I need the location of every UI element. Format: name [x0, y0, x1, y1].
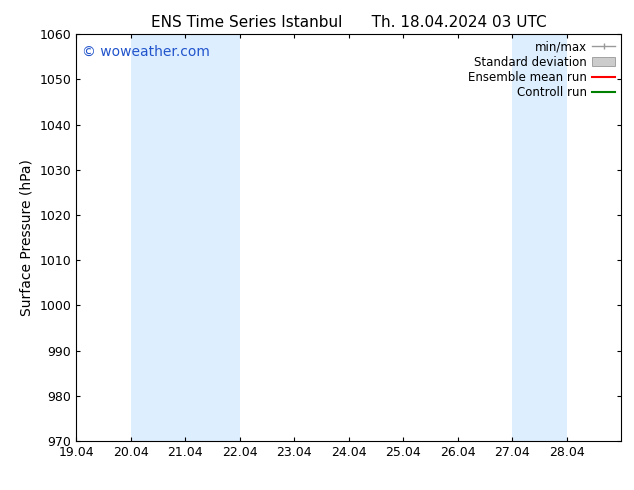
Text: © woweather.com: © woweather.com [82, 45, 209, 58]
Bar [131, 34, 240, 441]
Y-axis label: Surface Pressure (hPa): Surface Pressure (hPa) [20, 159, 34, 316]
Legend: min/max, Standard deviation, Ensemble mean run, Controll run: min/max, Standard deviation, Ensemble me… [465, 37, 619, 103]
Bar [512, 34, 567, 441]
Title: ENS Time Series Istanbul      Th. 18.04.2024 03 UTC: ENS Time Series Istanbul Th. 18.04.2024 … [151, 15, 547, 30]
